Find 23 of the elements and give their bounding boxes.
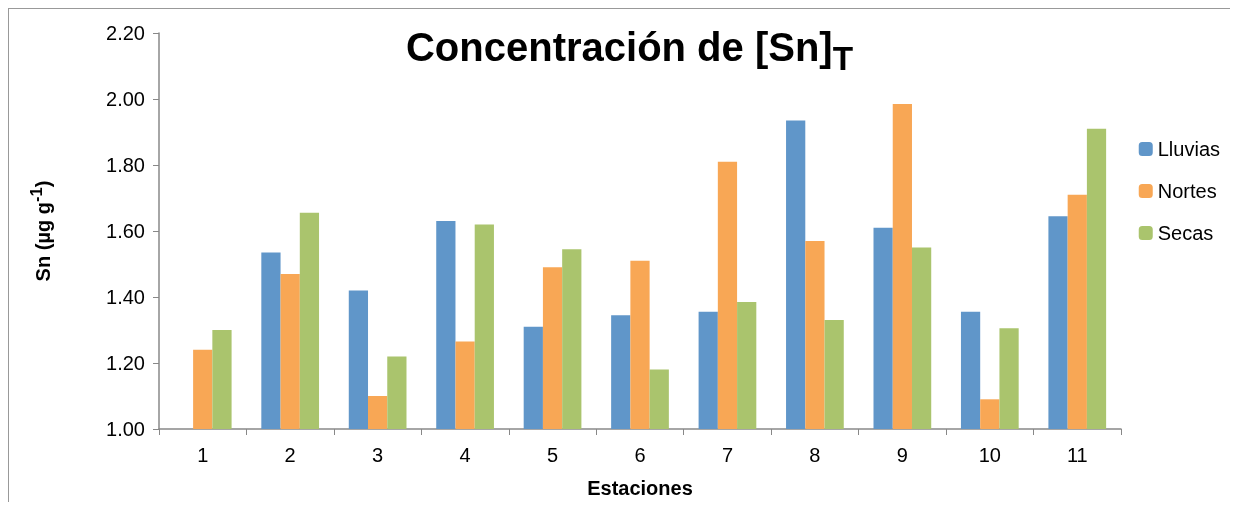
legend-label: Nortes (1157, 180, 1217, 202)
y-tick-label: 1.00 (106, 418, 145, 440)
x-tick-label: 4 (459, 444, 471, 466)
legend-label: Lluvias (1157, 138, 1221, 160)
y-tick-label: 1.40 (106, 286, 145, 308)
x-tick-label: 8 (809, 444, 821, 466)
x-tick-label: 11 (1066, 444, 1088, 466)
x-axis-title: Estaciones (586, 477, 694, 500)
x-tick-label: 5 (546, 444, 559, 466)
x-tick-label: 6 (634, 444, 646, 466)
x-tick-label: 9 (896, 444, 908, 466)
x-tick-label: 10 (978, 444, 1001, 466)
chart-title: Concentración de [Sn]$_{T}$ (405, 25, 854, 77)
y-tick-label: 2.00 (106, 88, 145, 110)
y-tick-label: 1.60 (106, 220, 145, 242)
x-tick-label: 3 (372, 444, 384, 466)
y-tick-label: 1.20 (106, 352, 145, 374)
x-tick-label: 2 (284, 444, 296, 466)
y-tick-label: 2.20 (106, 22, 145, 44)
y-tick-label: 1.80 (106, 154, 145, 176)
x-tick-label: 1 (197, 444, 209, 466)
legend-label: Secas (1157, 222, 1214, 244)
x-tick-label: 7 (721, 444, 734, 466)
